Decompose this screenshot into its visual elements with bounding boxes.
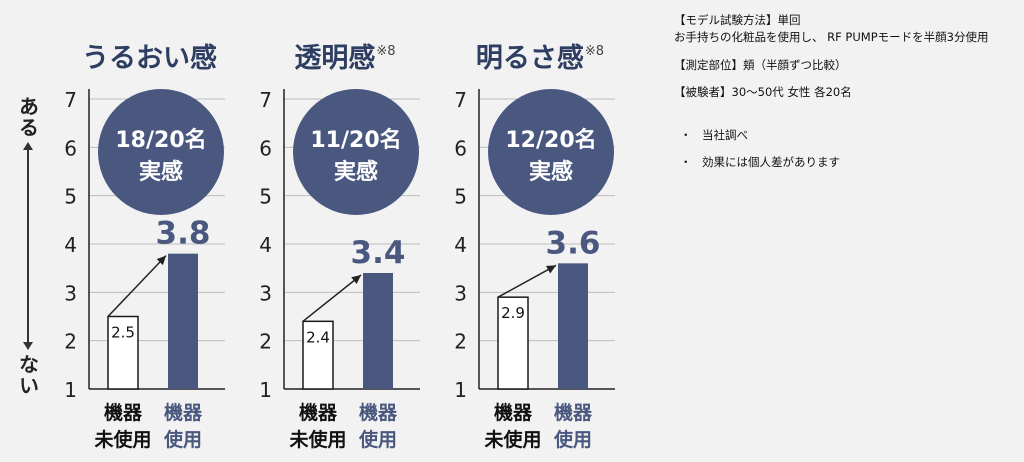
badge-label: 実感 [334,159,378,185]
value-label-after: 3.6 [546,225,601,261]
y-tick-label: 3 [64,281,77,305]
method-heading: 【モデル試験方法】単回 [674,13,801,27]
y-tick-label: 6 [64,136,77,160]
chart-panel-clarity: 透明感※8 1 2 3 4 5 6 7 11/20名 実感 2.4 3.4 機器 未使用 機器 使用 [250,0,440,462]
y-tick-label: 2 [259,330,272,354]
category-label-after: 使用 [553,429,592,451]
y-tick-label: 4 [64,233,77,257]
category-label-before: 未使用 [483,428,541,451]
y-caption-bottom: ない [15,354,40,396]
badge-label: 実感 [529,159,573,185]
chart-title-text: うるおい感 [82,43,217,74]
y-tick-label: 7 [259,88,272,112]
category-label-after: 機器 [554,401,593,424]
chart-panel-moisture: うるおい感 1 2 3 4 5 6 7 18/20名 実感 2.5 3.8 機器 未使用 機器 使用 [55,0,245,462]
category-label-before: 未使用 [288,428,346,451]
chart-title: 透明感※8 [250,36,440,75]
badge-count: 18/20名 [115,127,206,153]
value-label-before: 2.5 [111,324,135,342]
badge-count: 12/20名 [505,127,596,153]
y-tick-label: 2 [64,330,77,354]
method-detail: お手持ちの化粧品を使用し、 RF PUMPモードを半顔3分使用 [674,30,989,45]
increase-arrow-head [156,255,166,266]
double-arrow-icon [23,142,33,350]
y-tick-label: 4 [259,233,272,257]
result-badge [293,89,419,215]
increase-arrow-head [546,265,556,274]
y-tick-label: 1 [259,378,272,402]
note-bullet: 当社調べ [674,127,1019,144]
y-tick-label: 6 [454,136,467,160]
y-tick-label: 4 [454,233,467,257]
category-label-after: 機器 [359,401,398,424]
category-label-before: 機器 [104,401,143,424]
category-label-before: 未使用 [93,428,151,451]
value-label-after: 3.8 [156,216,211,252]
y-tick-label: 2 [454,330,467,354]
y-tick-label: 6 [259,136,272,160]
category-label-after: 使用 [358,429,397,451]
badge-label: 実感 [139,159,183,185]
bar-after [558,263,588,389]
y-tick-label: 3 [259,281,272,305]
chart-title-text: 明るさ感 [475,43,584,74]
bar-after [363,273,393,389]
value-label-after: 3.4 [351,235,406,271]
measurement-site: 【測定部位】頬（半顔ずつ比較） [674,57,847,72]
result-badge [98,89,224,215]
badge-count: 11/20名 [310,127,401,153]
increase-arrow [107,255,167,318]
increase-arrow [497,264,557,298]
category-label-before: 機器 [299,401,338,424]
y-tick-label: 1 [454,378,467,402]
y-tick-label: 7 [64,88,77,112]
chart-title-note: ※8 [584,44,605,59]
y-tick-label: 5 [64,185,77,209]
chart-title: 明るさ感※8 [445,36,635,75]
y-axis-caption: ある ない [16,96,40,396]
bar-after [168,253,198,389]
result-badge [488,89,614,215]
category-label-after: 使用 [163,429,202,451]
chart-title: うるおい感 [55,36,245,75]
category-label-before: 機器 [494,401,533,424]
test-notes: 【モデル試験方法】単回 お手持ちの化粧品を使用し、 RF PUMPモードを半顔3… [674,12,1019,172]
bar-before [497,296,529,390]
y-tick-label: 5 [454,185,467,209]
test-subjects: 【被験者】30〜50代 女性 各20名 [674,84,852,99]
note-bullet: 効果には個人差があります [674,154,1019,171]
bar-before [107,315,139,390]
y-tick-label: 7 [454,88,467,112]
chart-title-text: 透明感 [294,43,376,74]
bar-before [302,320,334,390]
chart-title-note: ※8 [376,44,396,59]
increase-arrow-head [351,275,361,285]
increase-arrow [302,274,362,322]
y-caption-top: ある [15,96,40,138]
category-label-after: 機器 [164,401,203,424]
value-label-before: 2.4 [306,328,330,346]
y-tick-label: 1 [64,378,77,402]
y-tick-label: 5 [259,185,272,209]
value-label-before: 2.9 [501,304,525,322]
y-tick-label: 3 [454,281,467,305]
chart-panel-brightness: 明るさ感※8 1 2 3 4 5 6 7 12/20名 実感 2.9 3.6 機器 未使用 機器 使用 [445,0,635,462]
